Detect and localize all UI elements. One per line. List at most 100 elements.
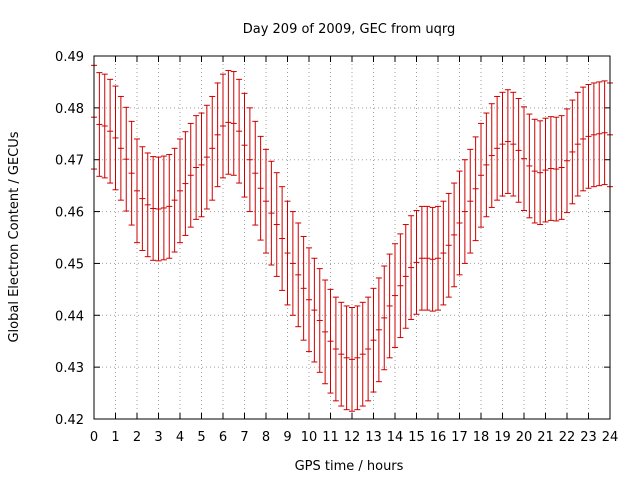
- x-tick-label: 10: [301, 430, 318, 445]
- error-bar-point: [494, 95, 501, 201]
- error-bar-point: [435, 205, 441, 311]
- x-tick-label: 20: [516, 430, 533, 445]
- error-bar-point: [343, 305, 350, 411]
- error-bar-point: [128, 120, 135, 226]
- error-bar-point: [241, 92, 248, 198]
- error-bar-point: [413, 210, 420, 315]
- error-bar-point: [424, 205, 431, 311]
- error-bar-point: [220, 73, 226, 179]
- error-bar-point: [504, 89, 511, 194]
- error-bar-point: [289, 211, 296, 316]
- error-bar-point: [300, 235, 307, 341]
- error-bar-point: [590, 82, 597, 188]
- x-tick-label: 4: [176, 430, 184, 445]
- x-tick-label: 7: [240, 430, 248, 445]
- error-bar-point: [596, 81, 603, 187]
- y-tick-label: 0.45: [55, 257, 84, 272]
- x-tick-labels: 0 1 2 3 4 5 6 7 8 9 10 11 12 13 14 15 16 17 18 19 20 21 22 23 24: [90, 430, 618, 445]
- error-bar-point: [246, 107, 253, 213]
- error-bars: [91, 64, 613, 412]
- error-bar-point: [467, 148, 474, 254]
- error-bar-point: [392, 243, 398, 348]
- plot-frame: [93, 55, 611, 420]
- y-tick-label: 0.49: [55, 50, 84, 65]
- error-bar-point: [209, 95, 216, 201]
- error-bar-point: [166, 154, 173, 259]
- error-bar-point: [381, 265, 388, 371]
- error-bar-point: [144, 152, 151, 258]
- error-bar-point: [268, 160, 275, 266]
- error-bar-point: [601, 80, 608, 186]
- x-tick-label: 3: [154, 430, 162, 445]
- y-tick-label: 0.42: [55, 413, 84, 428]
- x-axis-title: GPS time / hours: [295, 459, 404, 474]
- x-tick-label: 1: [111, 430, 119, 445]
- error-bar-point: [499, 91, 506, 197]
- error-bar-point: [456, 170, 463, 276]
- error-bar-point: [273, 172, 280, 277]
- error-bar-point: [574, 91, 581, 197]
- error-bar-point: [402, 224, 409, 329]
- error-bar-point: [311, 257, 318, 363]
- error-bar-point: [177, 138, 183, 244]
- x-tick-label: 0: [90, 430, 98, 445]
- x-tick-label: 5: [197, 430, 205, 445]
- x-tick-label: 8: [262, 430, 270, 445]
- x-tick-label: 22: [559, 430, 576, 445]
- y-tick-label: 0.47: [55, 154, 84, 169]
- error-bar-point: [117, 95, 124, 201]
- error-bar-point: [316, 268, 323, 373]
- error-bar-point: [338, 301, 345, 407]
- error-bar-point: [526, 113, 533, 219]
- error-bar-point: [488, 103, 495, 208]
- error-bar-point: [542, 117, 549, 223]
- error-bar-point: [284, 200, 291, 306]
- error-bar-point: [397, 233, 404, 339]
- error-bar-point: [155, 156, 162, 262]
- error-bar-point: [193, 115, 200, 220]
- x-tick-label: 13: [365, 430, 382, 445]
- error-bar-point: [327, 288, 334, 394]
- error-bar-point: [569, 99, 576, 205]
- error-bar-point: [134, 138, 140, 244]
- x-tick-label: 6: [219, 430, 227, 445]
- error-bar-point: [451, 182, 458, 288]
- error-bar-point: [547, 116, 554, 221]
- error-bar-point: [375, 277, 382, 383]
- x-tick-label: 17: [451, 430, 468, 445]
- y-tick-labels: 0.42 0.43 0.44 0.45 0.46 0.47 0.48 0.49: [55, 50, 84, 428]
- error-bar-point: [553, 116, 560, 222]
- error-bar-point: [182, 131, 189, 236]
- error-bar-point: [107, 78, 114, 184]
- error-bar-point: [101, 73, 108, 179]
- y-tick-label: 0.44: [55, 309, 84, 324]
- error-bar-point: [306, 247, 312, 353]
- error-bar-point: [198, 112, 205, 218]
- error-bar-point: [236, 78, 243, 184]
- error-bar-point: [564, 108, 570, 214]
- x-tick-label: 9: [283, 430, 291, 445]
- x-tick-label: 12: [344, 430, 361, 445]
- error-bar-point: [580, 86, 587, 192]
- error-bar-point: [386, 253, 393, 359]
- error-bar-point: [230, 71, 237, 176]
- error-bar-point: [515, 98, 522, 203]
- x-tick-label: 23: [580, 430, 597, 445]
- error-bar-point: [483, 112, 490, 218]
- chart-title: Day 209 of 2009, GEC from uqrg: [243, 22, 456, 37]
- error-bar-point: [365, 296, 372, 402]
- error-bar-point: [225, 70, 232, 175]
- error-bar-point: [418, 205, 425, 311]
- error-bar-point: [349, 307, 355, 412]
- error-bar-point: [440, 200, 447, 306]
- error-bar-point: [370, 287, 377, 393]
- y-tick-label: 0.48: [55, 102, 84, 117]
- error-bar-point: [295, 222, 302, 328]
- x-tick-label: 14: [387, 430, 404, 445]
- error-bar-point: [510, 91, 517, 197]
- error-bar-point: [187, 122, 194, 228]
- error-bar-point: [257, 135, 264, 241]
- x-tick-label: 11: [322, 430, 339, 445]
- error-bar-point: [139, 146, 146, 251]
